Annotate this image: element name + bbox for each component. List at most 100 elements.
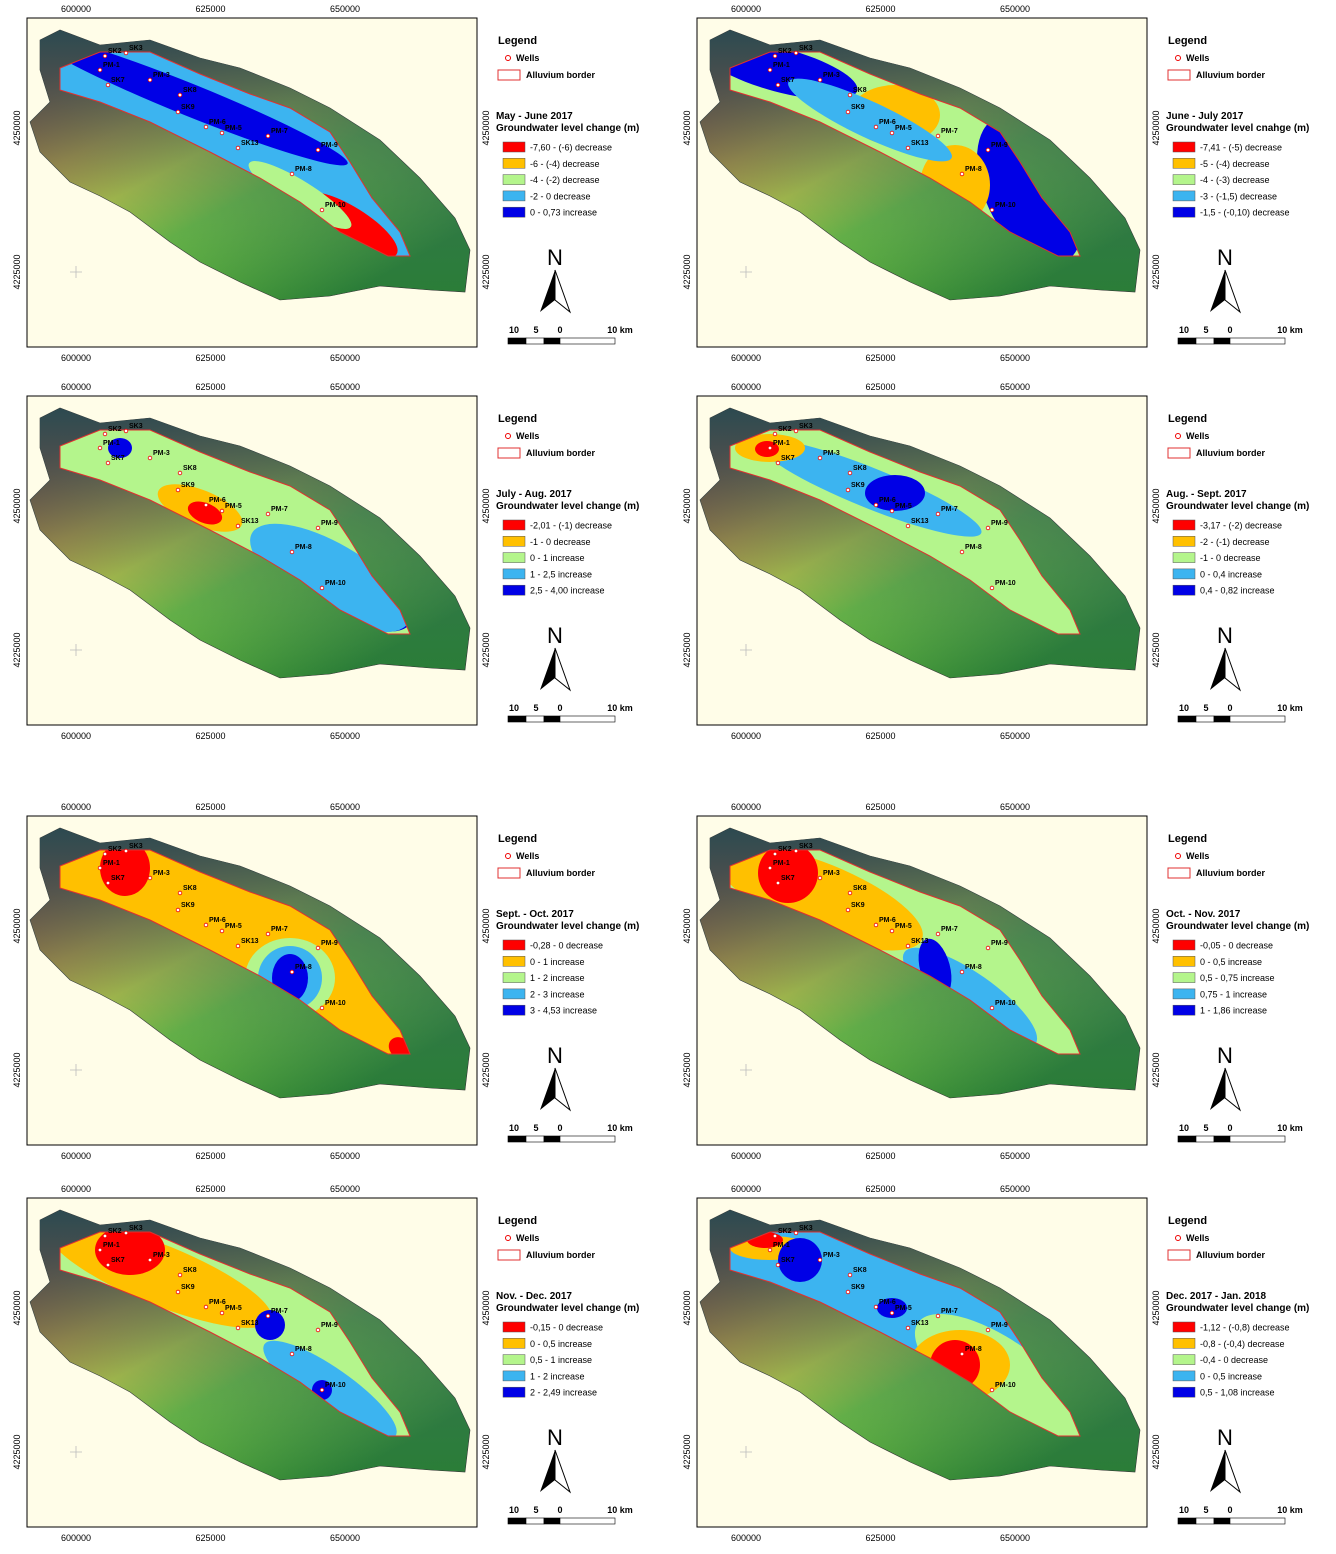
well bbox=[990, 1388, 994, 1392]
legend-border-symbol bbox=[1168, 448, 1190, 458]
well-label: SK2 bbox=[778, 1228, 792, 1235]
legend-class: -7,60 - (-6) decrease bbox=[530, 143, 612, 153]
scale-label: 5 bbox=[1203, 1123, 1208, 1133]
well-label: SK9 bbox=[181, 482, 195, 489]
legend-subtitle: Groundwater level change (m) bbox=[496, 123, 639, 134]
north-arrow-half bbox=[555, 1068, 570, 1110]
scale-segment bbox=[560, 1136, 615, 1142]
well-label: PM-3 bbox=[823, 1252, 840, 1259]
well bbox=[98, 1248, 102, 1252]
north-arrow-half bbox=[1225, 270, 1240, 312]
well-label: PM-7 bbox=[271, 1308, 288, 1315]
legend-wells: Wells bbox=[1186, 53, 1209, 63]
well bbox=[890, 929, 894, 933]
well-label: SK7 bbox=[781, 1257, 795, 1264]
legend-swatch bbox=[503, 585, 525, 595]
x-coord-bottom: 600000 bbox=[61, 731, 91, 741]
scale-segment bbox=[1196, 338, 1214, 344]
well bbox=[936, 512, 940, 516]
legend-class: 1 - 2,5 increase bbox=[530, 569, 592, 579]
legend-period: Oct. - Nov. 2017 bbox=[1166, 909, 1241, 920]
well bbox=[768, 1248, 772, 1252]
x-coord-bottom: 625000 bbox=[195, 1533, 225, 1543]
well-label: PM-8 bbox=[965, 964, 982, 971]
legend-swatch bbox=[503, 1338, 525, 1348]
scale-segment bbox=[1230, 716, 1285, 722]
scale-segment bbox=[1230, 338, 1285, 344]
north-label: N bbox=[547, 623, 563, 648]
legend-swatch bbox=[503, 1005, 525, 1015]
well-label: PM-6 bbox=[879, 1299, 896, 1306]
well bbox=[960, 172, 964, 176]
well-label: SK13 bbox=[241, 1320, 259, 1327]
well bbox=[178, 93, 182, 97]
legend-period: Nov. - Dec. 2017 bbox=[496, 1291, 572, 1302]
well-label: PM-9 bbox=[321, 1322, 338, 1329]
well bbox=[204, 923, 208, 927]
scale-segment bbox=[544, 338, 560, 344]
x-coord-top: 600000 bbox=[731, 802, 761, 812]
y-coord-right: 4225000 bbox=[1151, 1052, 1161, 1087]
y-coord-right: 4225000 bbox=[1151, 632, 1161, 667]
legend-class: -0,8 - (-0,4) decrease bbox=[1200, 1339, 1285, 1349]
well bbox=[316, 946, 320, 950]
legend-well-symbol bbox=[506, 56, 511, 61]
x-coord-top: 600000 bbox=[731, 382, 761, 392]
scale-segment bbox=[544, 716, 560, 722]
scale-label: 10 km bbox=[607, 325, 633, 335]
well-label: SK13 bbox=[911, 140, 929, 147]
scale-segment bbox=[1196, 1518, 1214, 1524]
legend-class: -0,4 - 0 decrease bbox=[1200, 1355, 1268, 1365]
north-arrow bbox=[1210, 648, 1225, 690]
well bbox=[176, 1290, 180, 1294]
y-coord-right: 4250000 bbox=[1151, 908, 1161, 943]
y-coord-left: 4250000 bbox=[682, 1290, 692, 1325]
well bbox=[890, 1311, 894, 1315]
well bbox=[148, 1258, 152, 1262]
scale-segment bbox=[1196, 716, 1214, 722]
well bbox=[148, 456, 152, 460]
legend-class: 0 - 0,5 increase bbox=[1200, 957, 1262, 967]
map-panel: SK2SK3PM-1SK7PM-3SK8SK9PM-6PM-5PM-7SK13P… bbox=[682, 802, 1309, 1161]
well-label: PM-10 bbox=[325, 580, 346, 587]
scale-label: 5 bbox=[533, 1505, 538, 1515]
legend-swatch bbox=[503, 142, 525, 152]
well-label: SK2 bbox=[108, 426, 122, 433]
scale-label: 10 bbox=[1179, 1123, 1189, 1133]
legend-class: 0,75 - 1 increase bbox=[1200, 989, 1267, 999]
well-label: PM-6 bbox=[209, 917, 226, 924]
well-label: PM-7 bbox=[941, 128, 958, 135]
x-coord-bottom: 650000 bbox=[330, 731, 360, 741]
y-coord-left: 4225000 bbox=[12, 632, 22, 667]
well bbox=[103, 1234, 107, 1238]
scale-segment bbox=[526, 1518, 544, 1524]
north-arrow bbox=[1210, 1068, 1225, 1110]
legend-heading: Legend bbox=[1168, 35, 1207, 47]
legend-subtitle: Groundwater level change (m) bbox=[1166, 501, 1309, 512]
north-label: N bbox=[547, 1425, 563, 1450]
well bbox=[874, 923, 878, 927]
well-label: PM-5 bbox=[895, 923, 912, 930]
scale-label: 5 bbox=[533, 325, 538, 335]
y-coord-left: 4225000 bbox=[682, 1052, 692, 1087]
well bbox=[103, 54, 107, 58]
well-label: SK9 bbox=[181, 104, 195, 111]
well-label: PM-6 bbox=[879, 917, 896, 924]
y-coord-left: 4225000 bbox=[682, 632, 692, 667]
well bbox=[794, 429, 798, 433]
legend-class: -0,15 - 0 decrease bbox=[530, 1323, 603, 1333]
scale-label: 10 bbox=[1179, 325, 1189, 335]
well-label: PM-5 bbox=[225, 1305, 242, 1312]
scale-label: 5 bbox=[1203, 1505, 1208, 1515]
well-label: SK7 bbox=[111, 77, 125, 84]
x-coord-top: 650000 bbox=[330, 802, 360, 812]
legend-period: Dec. 2017 - Jan. 2018 bbox=[1166, 1291, 1267, 1302]
well bbox=[316, 1328, 320, 1332]
scale-segment bbox=[560, 716, 615, 722]
well-label: PM-5 bbox=[895, 125, 912, 132]
well bbox=[848, 93, 852, 97]
well-label: PM-9 bbox=[991, 1322, 1008, 1329]
scale-segment bbox=[1178, 338, 1196, 344]
scale-segment bbox=[1178, 1136, 1196, 1142]
well-label: PM-1 bbox=[103, 62, 120, 69]
